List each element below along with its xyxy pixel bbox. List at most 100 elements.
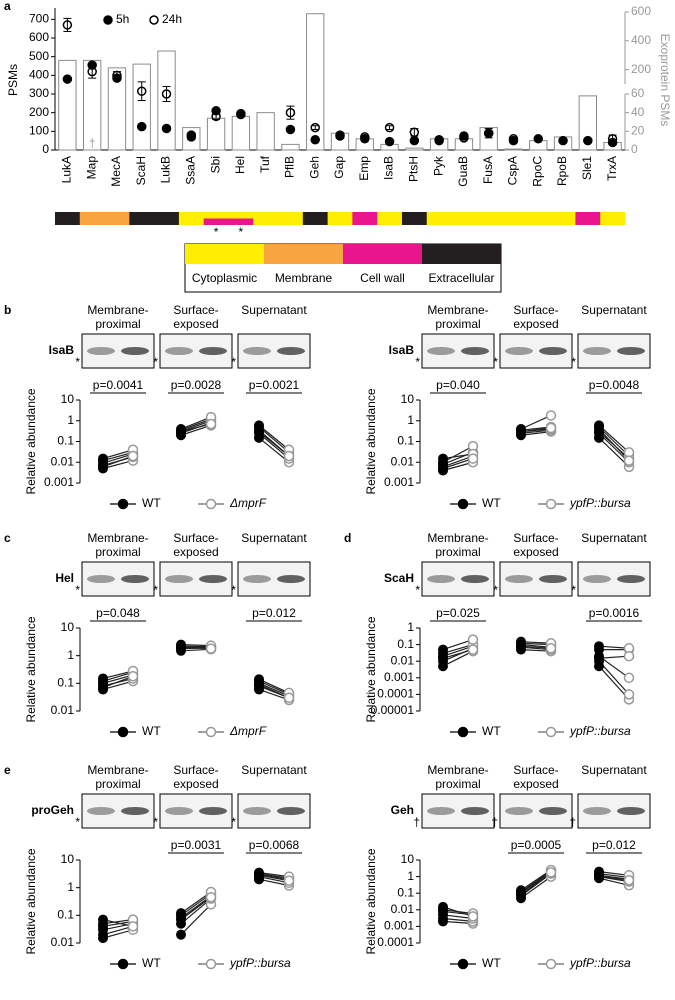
y-axis-label: Relative abundance <box>364 388 378 494</box>
point-mutant <box>623 875 635 886</box>
point-wt <box>516 889 526 900</box>
blot-band <box>461 347 489 355</box>
blot-band <box>199 347 227 355</box>
y-tick-label: 0.1 <box>57 434 74 448</box>
dot-5h <box>583 135 593 146</box>
legend-label: ypfP::bursa <box>569 496 631 510</box>
p-value: p=0.0048 <box>589 378 640 392</box>
x-tick-label: MecA <box>109 156 123 187</box>
blot-mark: † <box>491 815 498 829</box>
x-tick-label: Map <box>84 156 98 180</box>
localization-cell <box>228 218 254 225</box>
blot-band <box>617 347 645 355</box>
p-value: p=0.012 <box>252 606 296 620</box>
point-mutant <box>545 643 557 654</box>
group-header: proximal <box>95 317 140 331</box>
y-tick-label: 0.001 <box>384 670 414 684</box>
legend-marker <box>205 498 217 510</box>
group-header: exposed <box>513 317 558 331</box>
legend-swatch <box>185 244 264 264</box>
x-tick-label: Geh <box>307 156 321 179</box>
pair-line <box>180 903 212 936</box>
y-tick-label: 200 <box>29 105 49 119</box>
blot-band <box>461 807 489 815</box>
bar <box>58 59 77 151</box>
y-tick-label: 400 <box>29 68 49 82</box>
p-value: p=0.0031 <box>171 838 222 852</box>
group-header: Supernatant <box>241 531 307 545</box>
blot-mark: * <box>571 355 576 369</box>
x-tick-label: Pyk <box>431 155 445 176</box>
blot-band <box>243 575 271 583</box>
legend-label: ypfP::bursa <box>229 956 291 970</box>
y-tick-label: 10 <box>61 620 75 634</box>
blot-band <box>277 347 305 355</box>
localization-cell <box>104 212 130 225</box>
pair-line <box>258 678 290 694</box>
y-axis-label: PSMs <box>6 64 20 96</box>
dot-24h <box>310 122 320 133</box>
localization-cell <box>253 212 279 225</box>
dot-5h <box>87 60 97 70</box>
pair-line <box>598 655 630 679</box>
group-header: Membrane- <box>427 303 488 317</box>
bar <box>231 115 251 151</box>
panel-letter: a <box>4 0 11 13</box>
group-header: exposed <box>513 777 558 791</box>
localization-cell <box>79 212 106 225</box>
blot-band <box>617 575 645 583</box>
p-value: p=0.025 <box>436 606 480 620</box>
group-header: Surface- <box>173 303 218 317</box>
localization-cell <box>377 212 403 225</box>
bar <box>281 143 300 151</box>
point-wt <box>516 426 526 437</box>
y-tick-label: 0.1 <box>397 885 414 899</box>
group-header: Membrane- <box>87 763 148 777</box>
y2-tick-label: 400 <box>631 33 651 47</box>
p-value: p=0.0041 <box>93 378 144 392</box>
blot-label: ScaH <box>384 571 414 585</box>
blot-mark: * <box>493 583 498 597</box>
point-wt <box>438 653 448 664</box>
pair-line <box>442 639 474 651</box>
group-header: exposed <box>173 317 218 331</box>
point-mutant <box>623 689 635 700</box>
blot-mark: † <box>569 815 576 829</box>
blot-mark: * <box>153 815 158 829</box>
legend-label: Membrane <box>275 271 333 285</box>
localization-cell <box>129 212 155 225</box>
point-wt <box>594 641 604 652</box>
point-wt <box>176 929 186 940</box>
dot-24h <box>434 135 444 146</box>
y-axis-label: Relative abundance <box>364 616 378 722</box>
y-tick-label: 0.01 <box>51 454 75 468</box>
dot-24h <box>87 66 97 77</box>
blot-band <box>87 575 115 583</box>
y-tick-label: 0.01 <box>391 454 415 468</box>
legend-label: WT <box>142 496 161 510</box>
blot-mark: * <box>231 583 236 597</box>
point-wt <box>438 453 448 464</box>
legend-label: ΔmprF <box>229 496 267 510</box>
pair-line <box>598 424 630 453</box>
localization-cell <box>154 212 180 225</box>
bar <box>206 117 226 151</box>
blot-band <box>165 807 193 815</box>
point-wt <box>176 914 186 925</box>
x-tick-label: RpoC <box>530 156 544 187</box>
localization-cell <box>228 212 254 219</box>
legend-label: ypfP::bursa <box>569 724 631 738</box>
localization-cell <box>352 212 378 225</box>
dot-24h <box>285 107 296 118</box>
pair-line <box>442 458 474 470</box>
y-tick-label: 0.1 <box>397 434 414 448</box>
localization-cell <box>302 212 329 225</box>
blot-band <box>505 347 533 355</box>
x-tick-label: Emp <box>357 156 371 181</box>
y2-tick-label: 0 <box>631 142 638 156</box>
blot-band <box>121 347 149 355</box>
y-tick-label: 1 <box>67 413 74 427</box>
legend-label: 24h <box>162 12 182 26</box>
group-header: Surface- <box>513 763 558 777</box>
x-tick-label: Gap <box>332 156 346 179</box>
